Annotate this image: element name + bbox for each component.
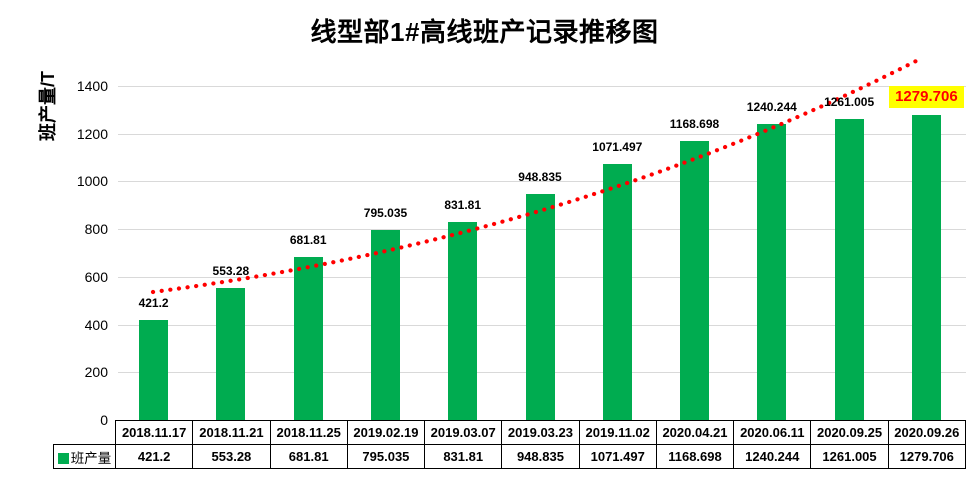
bar-2020.09.25	[834, 119, 864, 420]
values-row: 班产量 421.2 553.28 681.81 795.035 831.81 948.835…	[53, 444, 966, 469]
date-cell: 2018.11.17	[114, 420, 194, 445]
bar-2018.11.25	[293, 257, 323, 420]
data-label: 948.835	[518, 169, 562, 184]
y-tick-label: 800	[84, 221, 108, 238]
gridline	[118, 86, 966, 87]
bar-2019.03.23	[525, 193, 555, 420]
data-label: 1168.698	[669, 117, 720, 132]
bar-2019.02.19	[371, 230, 400, 420]
value-cell: 1279.706	[887, 444, 966, 469]
dates-row: 2018.11.17 2018.11.21 2018.11.25 2019.02.19…	[54, 420, 966, 445]
legend-label: 班产量	[70, 450, 112, 466]
value-cell: 831.81	[424, 444, 503, 469]
data-table: 2018.11.17 2018.11.21 2018.11.25 2019.02.19…	[53, 420, 966, 469]
highlighted-value: 1279.706	[889, 85, 964, 108]
data-label: 831.81	[444, 197, 482, 212]
y-tick-label: 400	[84, 316, 108, 333]
date-cell: 2019.03.07	[424, 420, 503, 445]
bar-2020.09.26	[911, 114, 941, 420]
legend-cell: 班产量	[53, 444, 116, 469]
y-tick-label: 600	[84, 268, 108, 285]
y-tick-label: 0	[100, 412, 108, 428]
date-cell: 2019.03.23	[501, 420, 580, 445]
date-cell: 2018.11.21	[192, 420, 271, 445]
date-cell: 2020.09.26	[887, 420, 966, 445]
data-label: 553.28	[212, 264, 250, 278]
value-cell: 1168.698	[655, 444, 735, 469]
value-cell: 421.2	[114, 444, 194, 469]
value-cell: 1071.497	[578, 444, 657, 469]
data-label: 421.2	[138, 295, 169, 310]
y-tick-label: 200	[84, 364, 108, 381]
y-axis-title: 班产量/T	[38, 71, 58, 141]
y-tick-label: 1400	[76, 78, 108, 94]
chart-title: 线型部1#高线班产记录推移图	[310, 17, 659, 47]
bar-2020.04.21	[680, 141, 709, 420]
date-cell: 2018.11.25	[269, 420, 348, 445]
bar-2020.06.11	[757, 124, 787, 420]
value-cell: 948.835	[501, 444, 580, 469]
legend-swatch-icon	[57, 452, 69, 464]
date-cell: 2020.06.11	[733, 420, 812, 445]
value-cell: 1261.005	[810, 444, 889, 469]
bar-2018.11.21	[216, 288, 246, 420]
date-cell: 2019.02.19	[346, 420, 426, 445]
data-label: 681.81	[289, 233, 327, 248]
bar-2019.03.07	[448, 221, 478, 420]
value-cell: 553.28	[192, 444, 271, 469]
value-cell: 795.035	[346, 444, 426, 469]
y-tick-label: 1200	[76, 125, 108, 142]
y-tick-label: 1000	[76, 173, 108, 190]
value-cell: 681.81	[269, 444, 348, 469]
date-cell: 2019.11.02	[578, 420, 657, 445]
data-label-highlighted: 1279.706	[866, 85, 969, 108]
data-label: 1071.497	[592, 140, 643, 155]
bar-2018.11.17	[139, 319, 169, 420]
date-cell: 2020.04.21	[655, 420, 735, 445]
date-cell: 2020.09.25	[810, 420, 889, 445]
table-spacer-cell	[54, 421, 116, 445]
value-cell: 1240.244	[733, 444, 812, 469]
bar-2019.11.02	[602, 164, 632, 420]
